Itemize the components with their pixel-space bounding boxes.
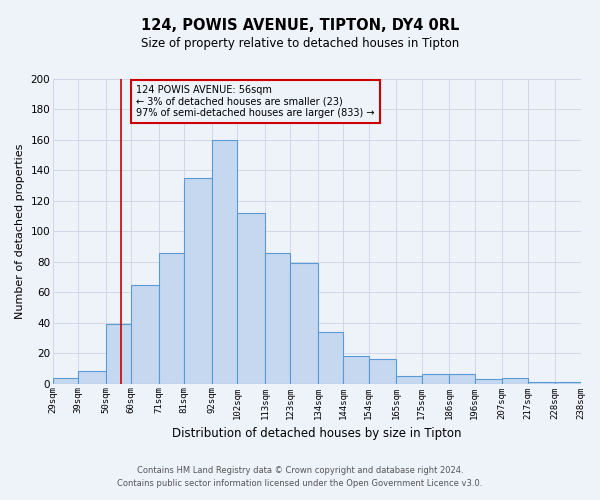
Bar bbox=[449, 374, 475, 384]
Text: Contains HM Land Registry data © Crown copyright and database right 2024.
Contai: Contains HM Land Registry data © Crown c… bbox=[118, 466, 482, 487]
X-axis label: Distribution of detached houses by size in Tipton: Distribution of detached houses by size … bbox=[172, 427, 461, 440]
Bar bbox=[475, 379, 502, 384]
Bar bbox=[131, 284, 159, 384]
Bar bbox=[290, 264, 318, 384]
Bar bbox=[396, 376, 422, 384]
Bar bbox=[212, 140, 238, 384]
Bar bbox=[159, 252, 184, 384]
Bar bbox=[555, 382, 581, 384]
Bar bbox=[265, 252, 290, 384]
Bar bbox=[184, 178, 212, 384]
Y-axis label: Number of detached properties: Number of detached properties bbox=[15, 144, 25, 319]
Bar bbox=[106, 324, 131, 384]
Text: 124 POWIS AVENUE: 56sqm
← 3% of detached houses are smaller (23)
97% of semi-det: 124 POWIS AVENUE: 56sqm ← 3% of detached… bbox=[136, 85, 375, 118]
Bar bbox=[318, 332, 343, 384]
Bar bbox=[238, 213, 265, 384]
Bar bbox=[422, 374, 449, 384]
Text: 124, POWIS AVENUE, TIPTON, DY4 0RL: 124, POWIS AVENUE, TIPTON, DY4 0RL bbox=[141, 18, 459, 32]
Bar bbox=[368, 360, 396, 384]
Bar bbox=[53, 378, 79, 384]
Bar bbox=[79, 372, 106, 384]
Bar bbox=[527, 382, 555, 384]
Text: Size of property relative to detached houses in Tipton: Size of property relative to detached ho… bbox=[141, 38, 459, 51]
Bar bbox=[343, 356, 368, 384]
Bar bbox=[502, 378, 527, 384]
